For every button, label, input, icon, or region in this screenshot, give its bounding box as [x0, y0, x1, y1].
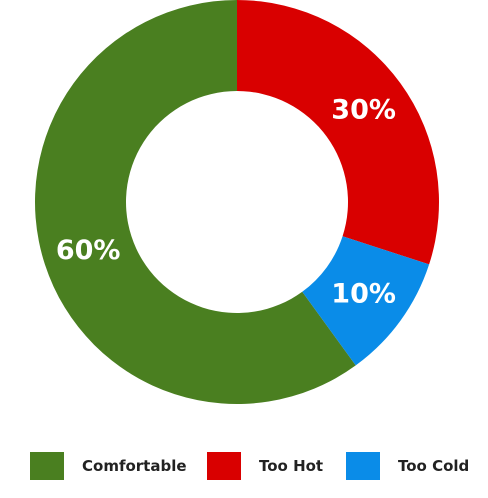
legend-label-comfortable: Comfortable	[82, 457, 187, 475]
legend-swatch-too-hot	[207, 452, 241, 480]
legend-item-comfortable: Comfortable	[30, 452, 187, 480]
legend-swatch-comfortable	[30, 452, 64, 480]
legend-item-too-cold: Too Cold	[346, 452, 469, 480]
legend-swatch-too-cold	[346, 452, 380, 480]
legend-item-too-hot: Too Hot	[207, 452, 323, 480]
legend-label-too-cold: Too Cold	[398, 457, 470, 475]
slice-comfortable	[34, 0, 356, 404]
legend-label-too-hot: Too Hot	[259, 457, 324, 475]
chart-legend: Comfortable Too Hot Too Cold	[0, 452, 488, 480]
data-label-too-hot: 30%	[331, 95, 396, 126]
data-label-comfortable: 60%	[56, 235, 121, 266]
slice-too-cold	[302, 236, 430, 366]
slice-too-hot	[237, 0, 439, 265]
donut-chart: 60% 30% 10%	[34, 0, 439, 404]
data-label-too-cold: 10%	[331, 278, 396, 309]
